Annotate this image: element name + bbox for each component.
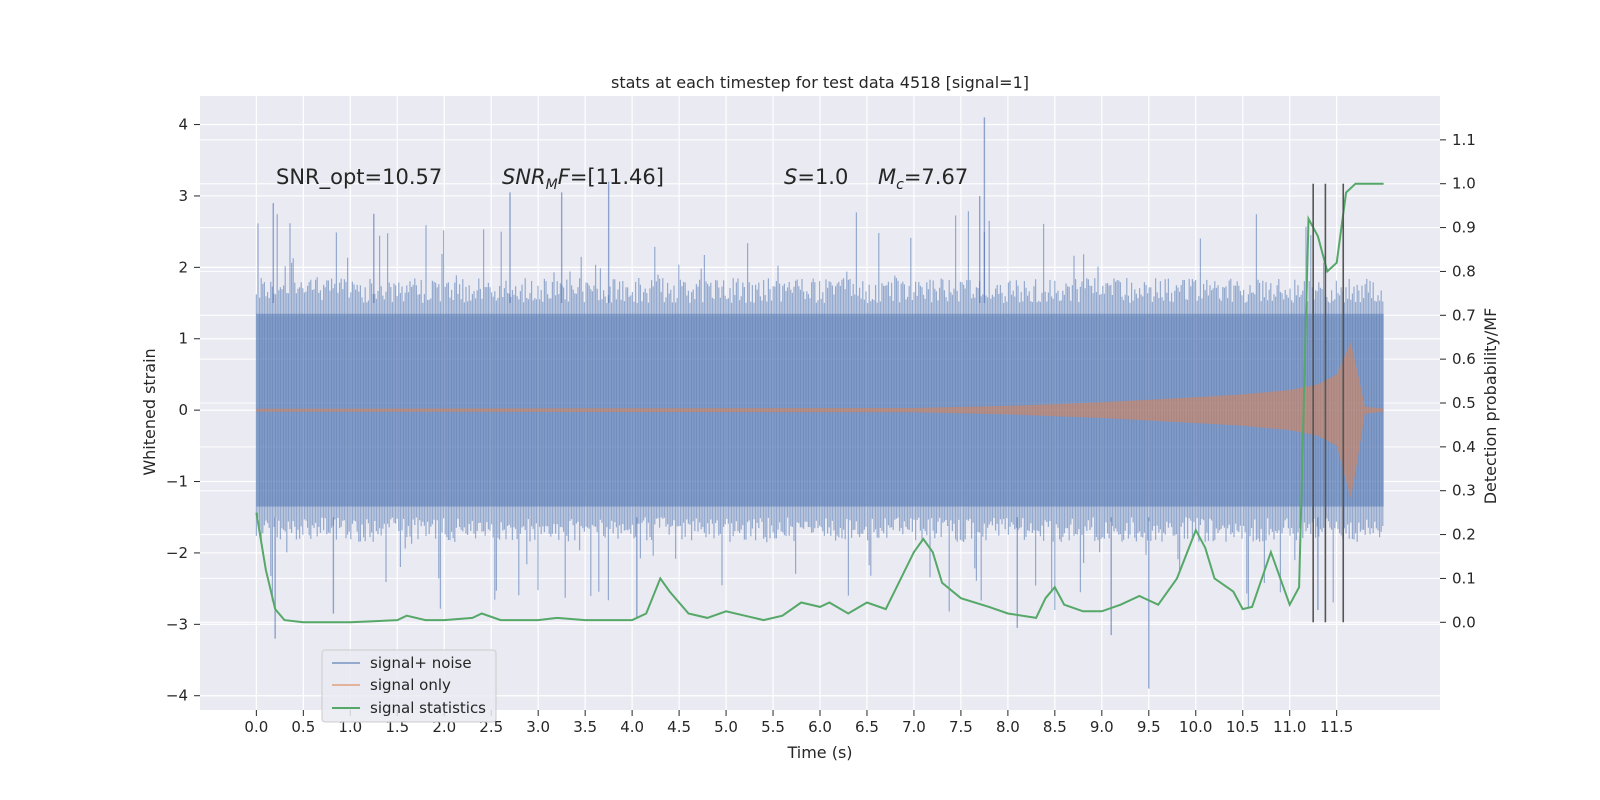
x-axis-label: Time (s) [786,743,852,762]
x-tick-label: 3.0 [526,718,550,736]
right-y-tick-label: 0.7 [1452,306,1476,324]
x-tick-label: 7.5 [949,718,973,736]
right-y-tick-label: 0.2 [1452,526,1476,544]
x-tick-label: 9.0 [1090,718,1114,736]
x-tick-label: 0.0 [244,718,268,736]
statistics-line [255,182,1384,624]
x-tick-label: 3.5 [573,718,597,736]
right-y-tick-label: 1.0 [1452,175,1476,193]
x-tick-label: 10.5 [1226,718,1259,736]
annotation-mc: Mc=7.67 [878,165,968,193]
y-tick-label: 1 [178,330,188,348]
y-axis-label: Whitened strain [140,348,159,475]
x-tick-label: 8.0 [996,718,1020,736]
legend-box [321,649,497,723]
y-tick-label: −1 [166,473,188,491]
x-tick-label: 6.0 [808,718,832,736]
x-tick-label: 7.0 [902,718,926,736]
y-tick-label: 0 [178,401,188,419]
y-tick-label: −4 [166,687,188,705]
right-y-axis-label: Detection probability/MF [1481,308,1500,505]
annotation-snr-mf: SNRMF=[11.46] [502,165,664,193]
right-y-axis-ticks: 1.1 1.0 0.9 0.8 0.7 0.6 0.5 0.4 0.3 0.2 0.1 0.0 [1440,131,1476,631]
series-signal-only [256,342,1384,499]
legend: signal+ noise signal only signal statist… [321,649,497,723]
y-tick-label: 4 [178,116,188,134]
right-y-tick-label: 0.0 [1452,613,1476,631]
y-tick-label: −2 [166,544,188,562]
x-tick-label: 4.5 [667,718,691,736]
chart-title: stats at each timestep for test data 451… [611,73,1029,92]
annotations: SNR_opt=10.57 SNRMF=[11.46] S=1.0 Mc=7.6… [276,165,968,193]
right-y-tick-label: 0.6 [1452,350,1476,368]
right-y-tick-label: 0.5 [1452,394,1476,412]
x-tick-label: 11.0 [1273,718,1306,736]
x-tick-label: 5.5 [761,718,785,736]
x-tick-label: 6.5 [855,718,879,736]
right-y-tick-label: 0.4 [1452,438,1476,456]
right-y-tick-label: 0.9 [1452,219,1476,237]
right-y-tick-label: 1.1 [1452,131,1476,149]
series-signal-statistics [255,182,1384,624]
x-tick-label: 11.5 [1320,718,1353,736]
right-y-tick-label: 0.1 [1452,569,1476,587]
x-tick-label: 10.0 [1179,718,1212,736]
annotation-snr-opt: SNR_opt=10.57 [276,165,442,190]
y-tick-label: 3 [178,187,188,205]
right-y-tick-label: 0.8 [1452,262,1476,280]
y-tick-label: 2 [178,258,188,276]
legend-label-signal-noise: signal+ noise [370,654,472,672]
x-tick-label: 8.5 [1043,718,1067,736]
legend-label-signal-only: signal only [370,676,451,694]
legend-label-signal-statistics: signal statistics [370,699,486,717]
y-axis-ticks: 4 3 2 1 0 −1 −2 −3 −4 [166,116,200,705]
x-tick-label: 4.0 [620,718,644,736]
chirp-envelope [256,342,1384,499]
y-tick-label: −3 [166,615,188,633]
x-axis-ticks: 0.0 0.5 1.0 1.5 2.0 2.5 3.0 3.5 4.0 4.5 5.0 5.5 6.0 6… [244,710,1353,736]
vertical-markers [1312,183,1345,623]
x-tick-label: 9.5 [1137,718,1161,736]
x-tick-label: 0.5 [291,718,315,736]
x-tick-label: 5.0 [714,718,738,736]
right-y-tick-label: 0.3 [1452,482,1476,500]
annotation-s: S=1.0 [784,165,848,189]
